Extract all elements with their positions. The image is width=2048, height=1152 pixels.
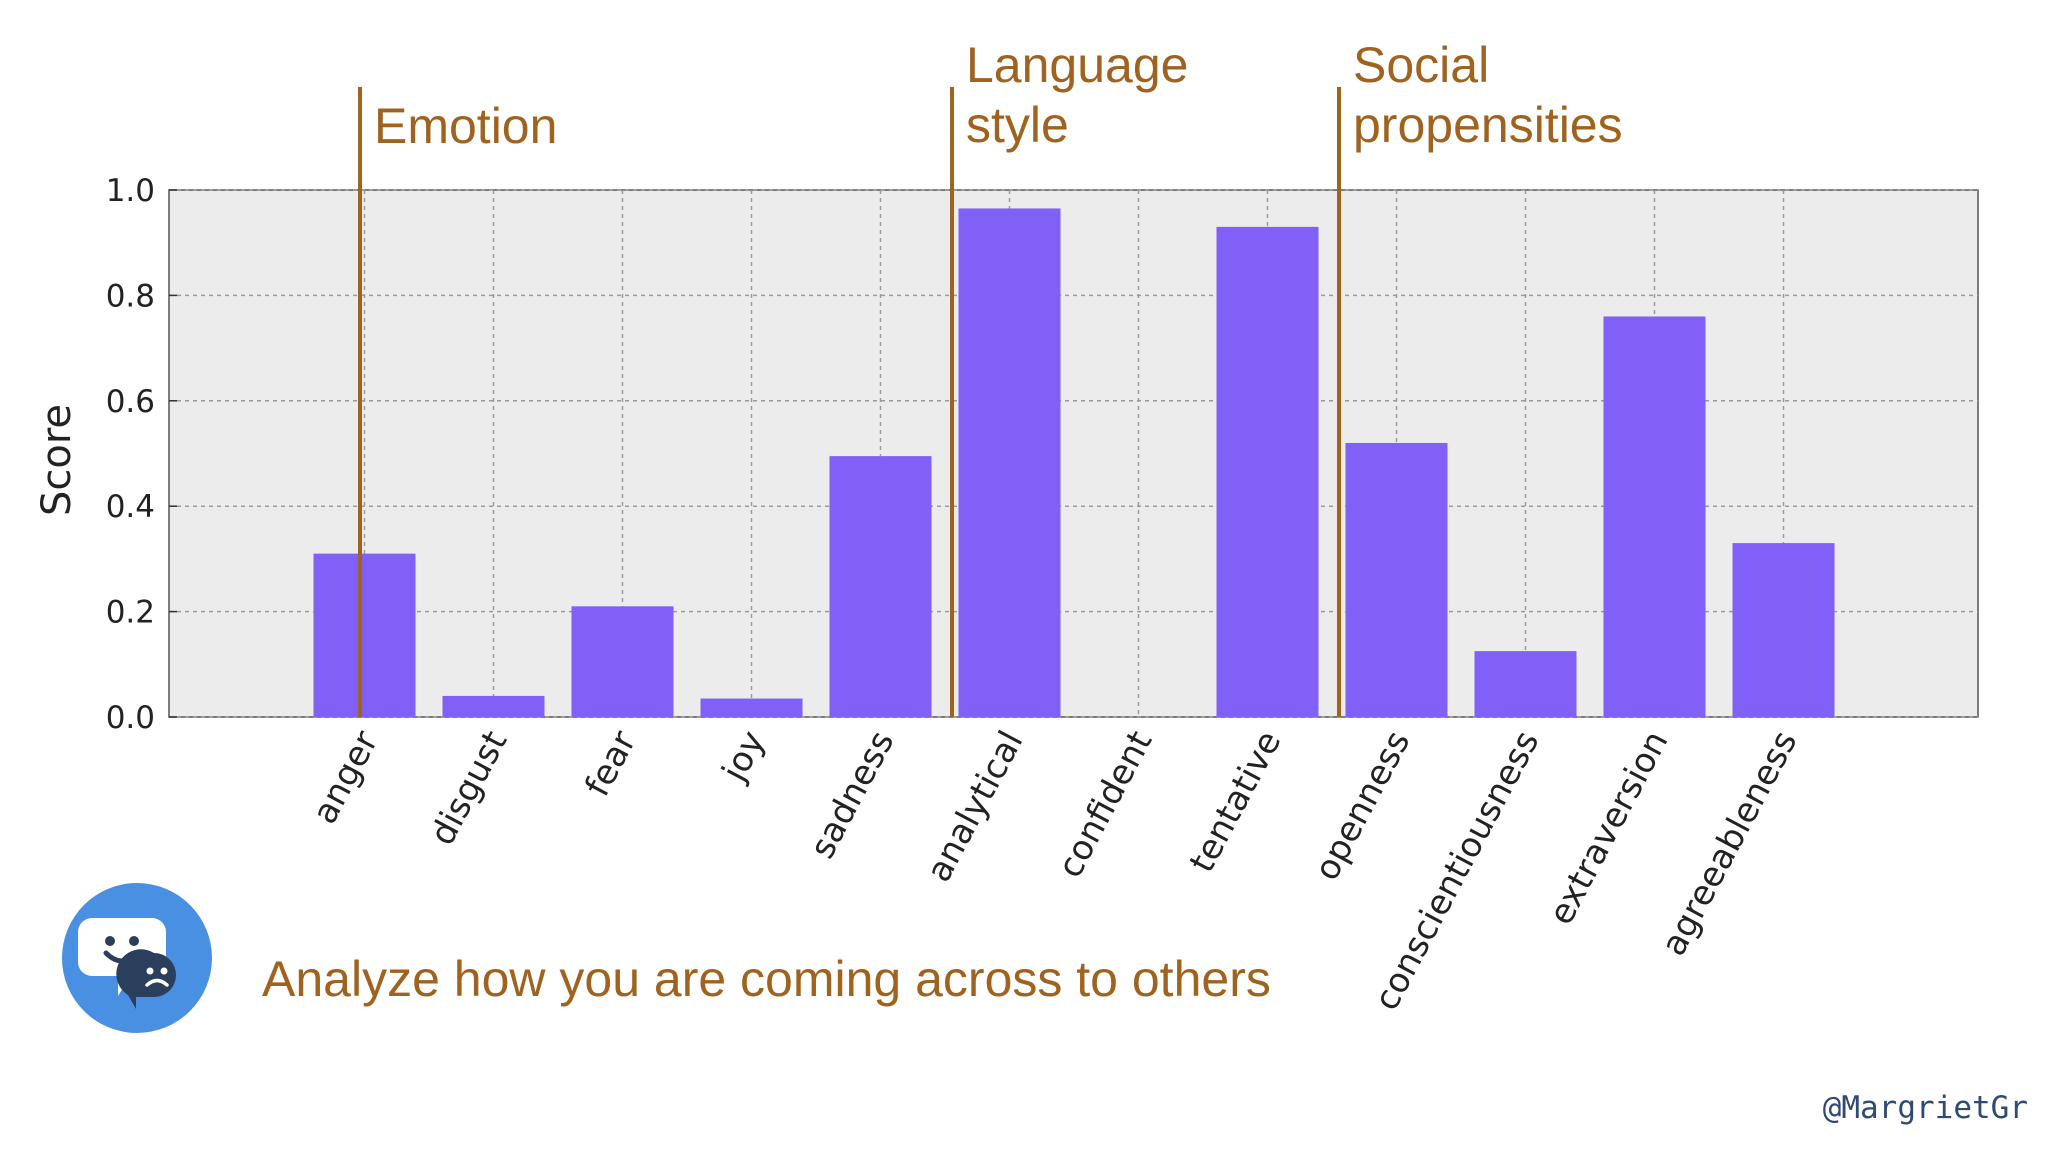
bar-joy (700, 698, 803, 717)
y-tick-label: 1.0 (106, 173, 155, 209)
x-tick-label: analytical (919, 724, 1032, 888)
y-tick-label: 0.6 (106, 384, 155, 420)
x-tick-label: openness (1307, 724, 1419, 886)
y-tick-label: 0.2 (106, 595, 155, 631)
bar-fear (571, 606, 674, 717)
bar-analytical (958, 208, 1061, 717)
bar-tentative (1216, 226, 1319, 717)
bar-openness (1345, 442, 1448, 717)
x-tick-label: agreeableness (1654, 724, 1806, 962)
tagline: Analyze how you are coming across to oth… (262, 951, 1271, 1007)
group-label: Social (1353, 37, 1489, 93)
x-tick-label: joy (714, 724, 773, 788)
chat-bubbles-happy-sad-icon (62, 883, 212, 1033)
x-tick-label: fear (577, 724, 644, 803)
bar-sadness (829, 456, 932, 717)
x-tick-label: sadness (802, 724, 902, 865)
y-axis-ticks: 0.0 0.2 0.4 0.6 0.8 1.0 (106, 173, 177, 736)
bar-anger (313, 553, 416, 717)
x-tick-label: anger (305, 724, 387, 830)
y-tick-label: 0.4 (106, 489, 155, 525)
bar-agreeableness (1732, 543, 1835, 717)
y-tick-label: 0.0 (106, 700, 155, 736)
x-tick-label: extraversion (1541, 724, 1676, 931)
author-handle: @MargrietGr (1822, 1090, 2028, 1126)
y-tick-label: 0.8 (106, 278, 155, 314)
bar-extraversion (1603, 316, 1706, 717)
bar-disgust (442, 695, 545, 717)
group-label: Emotion (374, 98, 557, 154)
group-label: Language (966, 37, 1188, 93)
bars (313, 208, 1835, 717)
group-label: style (966, 97, 1069, 153)
x-tick-label: disgust (422, 724, 515, 851)
x-tick-label: tentative (1182, 724, 1290, 879)
bar-conscientiousness (1474, 651, 1577, 717)
y-axis-label: Score (34, 404, 80, 516)
plot-background (168, 189, 1979, 718)
group-label: propensities (1353, 97, 1623, 153)
x-tick-label: confident (1050, 724, 1160, 884)
